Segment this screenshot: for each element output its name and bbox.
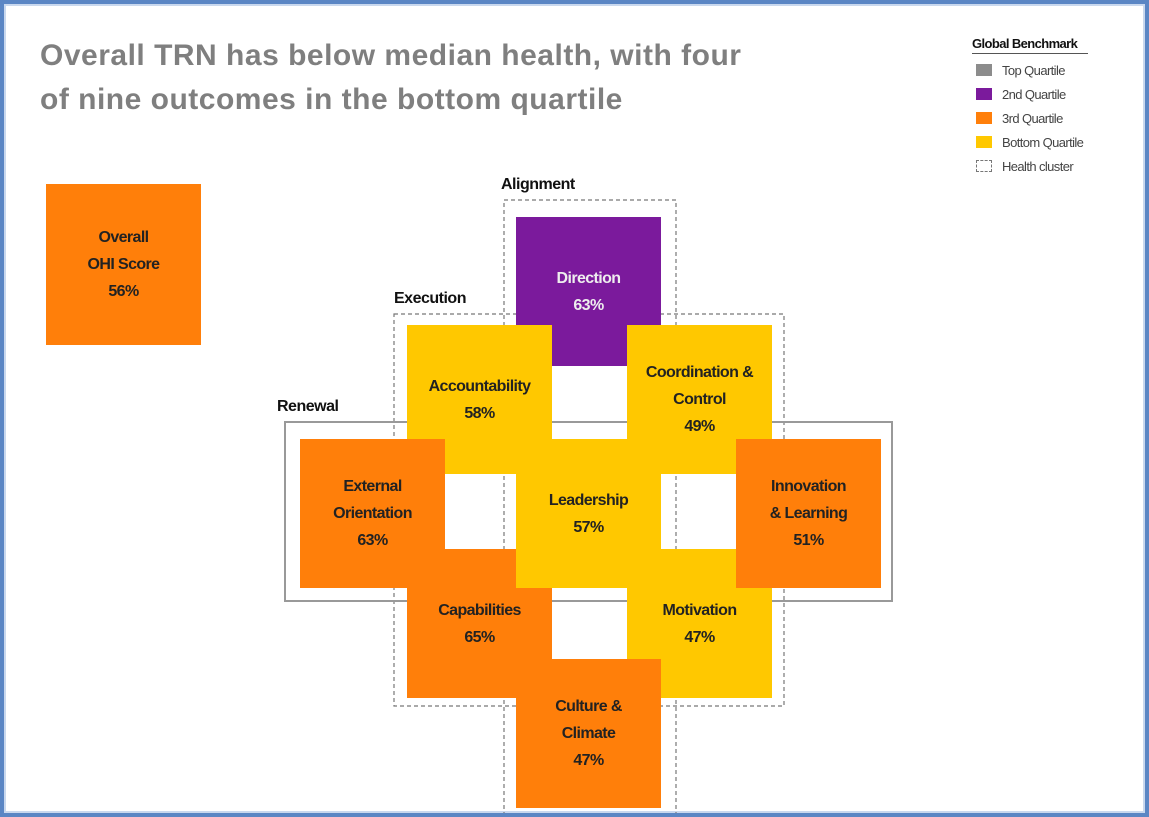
- title: Overall TRN has below median health, wit…: [40, 34, 741, 122]
- box-label: OHI Score: [87, 256, 161, 273]
- legend-item: Top Quartile: [972, 58, 1088, 82]
- legend-label: Bottom Quartile: [1002, 134, 1084, 150]
- box-label: Orientation: [333, 505, 412, 522]
- box-value: 63%: [357, 532, 388, 549]
- box-label: External: [343, 478, 402, 495]
- legend-title: Global Benchmark: [972, 36, 1088, 54]
- outcome-box: Overall OHI Score 56%: [46, 184, 201, 345]
- cluster-outline: [284, 421, 893, 602]
- box-label: Control: [673, 391, 726, 408]
- legend-label: Health cluster: [1002, 158, 1074, 174]
- legend-swatch: [976, 64, 992, 76]
- box-label: Leadership: [548, 491, 629, 509]
- box-value: 49%: [684, 418, 715, 435]
- box-value: 58%: [464, 404, 495, 422]
- box-label: Culture &: [555, 698, 622, 715]
- legend-label: 2nd Quartile: [1002, 86, 1066, 102]
- box-value: 47%: [573, 752, 604, 769]
- box-label: Motivation: [662, 601, 738, 619]
- box-label: Coordination &: [645, 364, 754, 381]
- legend-item: 2nd Quartile: [972, 82, 1088, 106]
- box-label: Direction: [556, 269, 622, 287]
- legend: Global Benchmark Top Quartile 2nd Quartil…: [972, 36, 1088, 178]
- cluster-outline: [503, 199, 677, 813]
- outcome-box: Leadership 57%: [516, 439, 661, 588]
- outcome-box: Culture & Climate 47%: [516, 659, 661, 808]
- legend-item: 3rd Quartile: [972, 106, 1088, 130]
- legend-label: 3rd Quartile: [1002, 110, 1063, 126]
- box-label: Accountability: [428, 377, 531, 395]
- box-value: 47%: [684, 628, 715, 646]
- title-line: of nine outcomes in the bottom quartile: [40, 83, 623, 116]
- cluster-label: Execution: [394, 290, 466, 307]
- box-label: Climate: [561, 725, 616, 742]
- box-label: Overall: [98, 229, 149, 246]
- box-value: 57%: [573, 518, 604, 536]
- legend-swatch: [976, 88, 992, 100]
- title-line: Overall TRN has below median health, wit…: [40, 39, 742, 72]
- legend-swatch: [976, 160, 992, 172]
- cluster-label: Renewal: [277, 398, 339, 415]
- box-value: 51%: [793, 532, 824, 549]
- box-value: 63%: [573, 296, 604, 314]
- legend-swatch: [976, 136, 992, 148]
- box-value: 65%: [464, 628, 495, 646]
- box-label: Capabilities: [438, 601, 521, 619]
- box-label: & Learning: [769, 505, 848, 522]
- legend-label: Top Quartile: [1002, 62, 1066, 78]
- legend-item: Health cluster: [972, 154, 1088, 178]
- cluster-label: Alignment: [501, 176, 575, 193]
- box-label: Innovation: [771, 478, 846, 495]
- outcome-box: External Orientation 63%: [300, 439, 445, 588]
- legend-swatch: [976, 112, 992, 124]
- legend-item: Bottom Quartile: [972, 130, 1088, 154]
- outcome-box: Innovation & Learning 51%: [736, 439, 881, 588]
- box-value: 56%: [108, 283, 139, 300]
